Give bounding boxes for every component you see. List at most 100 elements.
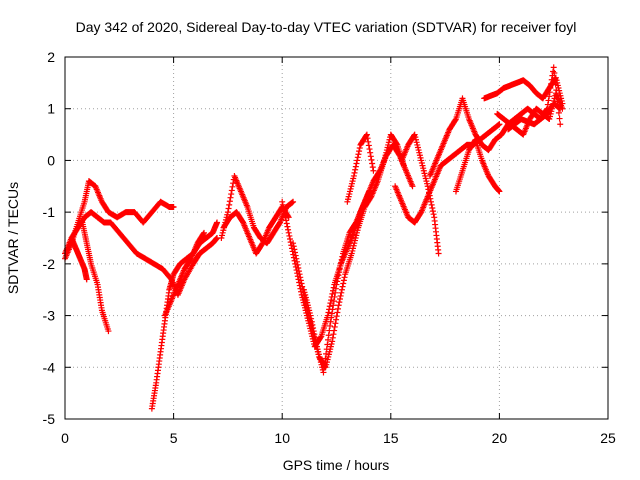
axis-ticks: 0 5 10 15 20 25 -5 -4 -3 -2 -1 0 1 2: [43, 49, 616, 446]
data-point: [546, 89, 553, 96]
data-point: [545, 97, 552, 104]
data-point: [296, 271, 303, 278]
data-point: [229, 183, 236, 190]
data-point: [556, 115, 563, 122]
data-point: [281, 208, 288, 215]
y-tick-label: 0: [47, 152, 55, 168]
data-point: [328, 314, 335, 321]
data-point: [324, 341, 331, 348]
data-point: [427, 195, 434, 202]
data-point: [280, 205, 287, 212]
data-point: [295, 268, 302, 275]
data-point: [285, 229, 292, 236]
data-point: [329, 306, 336, 313]
data-point: [311, 331, 318, 338]
data-point: [543, 106, 550, 113]
data-point: [170, 203, 177, 210]
data-point: [336, 299, 343, 306]
data-point: [350, 172, 357, 179]
data-point: [363, 131, 370, 138]
data-point: [330, 331, 337, 338]
data-point: [292, 249, 299, 256]
data-point: [552, 75, 559, 82]
data-point: [285, 226, 292, 233]
series-track-b: [62, 209, 221, 298]
data-point: [430, 211, 437, 218]
data-point: [325, 332, 332, 339]
data-point: [308, 318, 315, 325]
y-tick-label: -1: [43, 204, 56, 220]
data-point: [333, 316, 340, 323]
data-point: [214, 219, 221, 226]
data-point: [339, 253, 346, 260]
x-tick-label: 0: [61, 430, 69, 446]
data-point: [331, 323, 338, 330]
data-point: [293, 258, 300, 265]
data-point: [83, 276, 90, 283]
y-axis-label: SDTVAR / TECUs: [5, 182, 21, 294]
data-point: [339, 283, 346, 290]
data-point: [546, 93, 553, 100]
data-point: [228, 187, 235, 194]
data-point: [544, 101, 551, 108]
data-point: [367, 149, 374, 156]
chart-title: Day 342 of 2020, Sidereal Day-to-day VTE…: [76, 19, 577, 35]
data-point: [287, 236, 294, 243]
y-tick-label: -3: [43, 308, 56, 324]
data-point: [427, 198, 434, 205]
data-point: [310, 328, 317, 335]
data-point: [369, 164, 376, 171]
data-point: [281, 211, 288, 218]
data-point: [337, 262, 344, 269]
data-point: [293, 255, 300, 262]
data-point: [326, 303, 333, 310]
series-track-s: [494, 90, 566, 138]
data-point: [356, 145, 363, 152]
data-point: [290, 243, 297, 250]
data-point: [325, 309, 332, 316]
data-point: [308, 315, 315, 322]
data-point: [292, 252, 299, 259]
data-point: [323, 350, 330, 357]
data-point: [365, 138, 372, 145]
data-point: [336, 266, 343, 273]
data-point: [312, 337, 319, 344]
y-tick-label: -5: [43, 411, 56, 427]
series-track-p: [452, 136, 503, 195]
data-point: [284, 223, 291, 230]
data-point: [426, 192, 433, 199]
data-point: [228, 191, 235, 198]
data-point: [309, 321, 316, 328]
data-point: [290, 198, 297, 205]
data-point: [340, 280, 347, 287]
y-tick-label: 1: [47, 101, 55, 117]
data-point: [330, 298, 337, 305]
data-point: [201, 229, 208, 236]
data-point: [226, 198, 233, 205]
data-point: [426, 189, 433, 196]
data-point: [356, 148, 363, 155]
data-point: [365, 142, 372, 149]
data-point: [279, 201, 286, 208]
data-point: [341, 274, 348, 281]
data-point: [557, 121, 564, 128]
data-point: [335, 302, 342, 309]
data-point: [471, 137, 478, 144]
data-point: [400, 162, 407, 169]
data-point: [227, 194, 234, 201]
y-tick-label: -4: [43, 359, 56, 375]
data-point: [552, 81, 559, 88]
data-point: [313, 340, 320, 347]
data-point: [297, 274, 304, 281]
data-point: [354, 157, 361, 164]
series-track-c: [79, 219, 112, 335]
data-point: [332, 285, 339, 292]
data-point: [321, 360, 328, 367]
x-tick-label: 10: [274, 430, 290, 446]
data-point: [393, 140, 400, 147]
data-point: [336, 269, 343, 276]
data-point: [317, 334, 324, 341]
data-point: [352, 166, 359, 173]
data-point: [424, 183, 431, 190]
data-point: [366, 188, 373, 195]
